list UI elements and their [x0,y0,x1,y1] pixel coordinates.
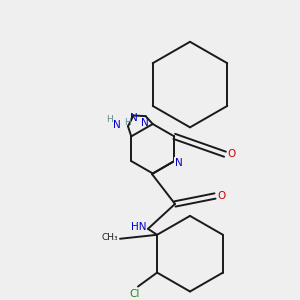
Text: N: N [113,120,121,130]
Text: N: N [130,113,138,123]
Text: N: N [175,158,183,168]
Text: O: O [218,191,226,201]
Text: CH₃: CH₃ [101,233,118,242]
Text: Cl: Cl [130,289,140,299]
Text: H: H [106,115,113,124]
Text: H: H [124,118,130,127]
Text: N: N [141,118,149,128]
Text: O: O [227,149,236,159]
Text: HN: HN [131,222,147,232]
